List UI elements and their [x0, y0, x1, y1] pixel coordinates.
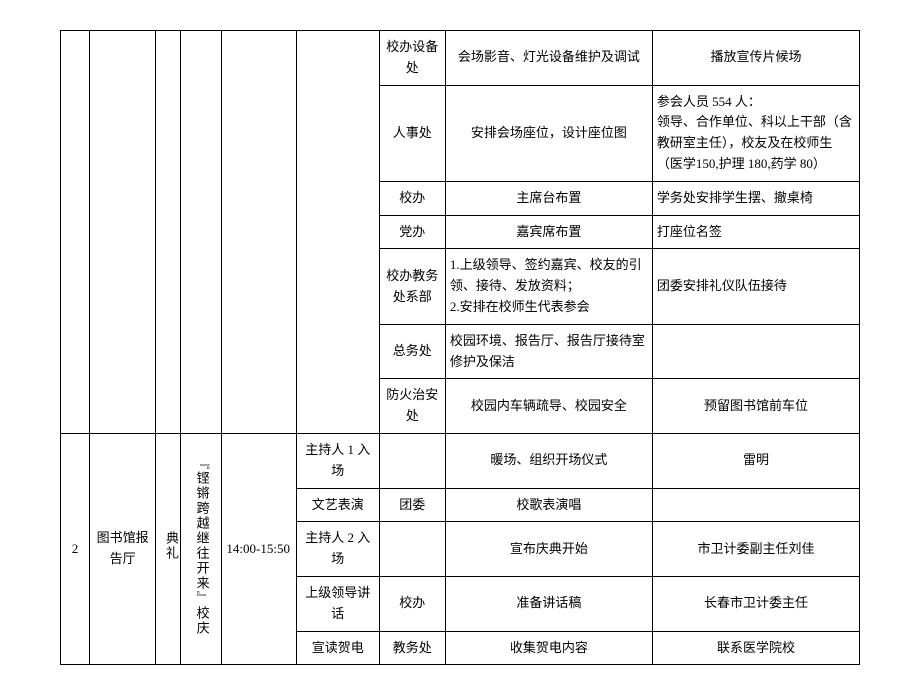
task-cell: 暖场、组织开场仪式: [445, 433, 652, 488]
note-cell: 播放宣传片候场: [652, 31, 859, 86]
note-cell: [652, 488, 859, 522]
task-cell: 1.上级领导、签约嘉宾、校友的引领、接待、发放资料；2.安排在校师生代表参会: [445, 249, 652, 324]
dept-cell: 校办设备处: [379, 31, 445, 86]
col-place: [89, 31, 155, 434]
dept-cell: [379, 433, 445, 488]
item-cell: 文艺表演: [296, 488, 379, 522]
col-time: 14:00-15:50: [222, 433, 297, 664]
dept-cell: 防火治安处: [379, 379, 445, 434]
item-cell: 宣读贺电: [296, 631, 379, 665]
col-type: [156, 31, 181, 434]
note-cell: 长春市卫计委主任: [652, 576, 859, 631]
dept-cell: [379, 522, 445, 577]
note-cell: [652, 324, 859, 379]
dept-cell: 党办: [379, 215, 445, 249]
task-cell: 宣布庆典开始: [445, 522, 652, 577]
note-cell: 市卫计委副主任刘佳: [652, 522, 859, 577]
table-row: 校办设备处会场影音、灯光设备维护及调试播放宣传片候场: [61, 31, 860, 86]
task-cell: 会场影音、灯光设备维护及调试: [445, 31, 652, 86]
task-cell: 主席台布置: [445, 181, 652, 215]
note-cell: 打座位名签: [652, 215, 859, 249]
item-cell: 主持人 2 入场: [296, 522, 379, 577]
dept-cell: 人事处: [379, 85, 445, 181]
note-cell: 预留图书馆前车位: [652, 379, 859, 434]
note-cell: 联系医学院校: [652, 631, 859, 665]
note-cell: 参会人员 554 人：领导、合作单位、科以上干部（含教研室主任），校友及在校师生…: [652, 85, 859, 181]
note-cell: 雷明: [652, 433, 859, 488]
task-cell: 收集贺电内容: [445, 631, 652, 665]
task-cell: 准备讲话稿: [445, 576, 652, 631]
item-cell: 上级领导讲话: [296, 576, 379, 631]
dept-cell: 教务处: [379, 631, 445, 665]
dept-cell: 团委: [379, 488, 445, 522]
col-num: [61, 31, 90, 434]
note-cell: 团委安排礼仪队伍接待: [652, 249, 859, 324]
task-cell: 嘉宾席布置: [445, 215, 652, 249]
col-place: 图书馆报告厅: [89, 433, 155, 664]
task-cell: 安排会场座位，设计座位图: [445, 85, 652, 181]
task-cell: 校歌表演唱: [445, 488, 652, 522]
dept-cell: 校办教务处系部: [379, 249, 445, 324]
col-num: 2: [61, 433, 90, 664]
dept-cell: 校办: [379, 181, 445, 215]
note-cell: 学务处安排学生摆、撤桌椅: [652, 181, 859, 215]
schedule-table: 校办设备处会场影音、灯光设备维护及调试播放宣传片候场人事处安排会场座位，设计座位…: [60, 30, 860, 665]
col-title: 『铿锵跨越继往开来』校庆: [181, 433, 222, 664]
item-cell: 主持人 1 入场: [296, 433, 379, 488]
col-type: 典礼: [156, 433, 181, 664]
task-cell: 校园内车辆疏导、校园安全: [445, 379, 652, 434]
dept-cell: 校办: [379, 576, 445, 631]
table-row: 2图书馆报告厅典礼『铿锵跨越继往开来』校庆14:00-15:50主持人 1 入场…: [61, 433, 860, 488]
dept-cell: 总务处: [379, 324, 445, 379]
col-item: [296, 31, 379, 434]
task-cell: 校园环境、报告厅、报告厅接待室修护及保洁: [445, 324, 652, 379]
col-title: [181, 31, 222, 434]
col-time: [222, 31, 297, 434]
